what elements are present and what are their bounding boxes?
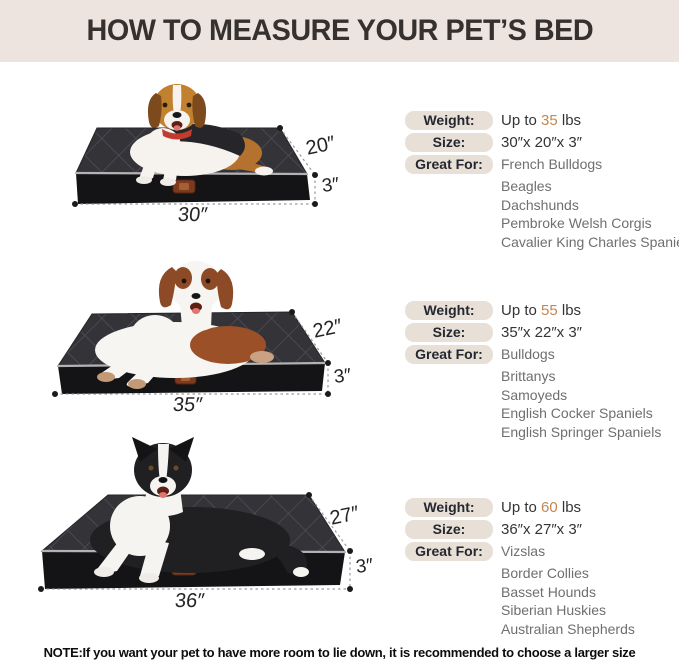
- width-dimension-label: 35″: [171, 394, 204, 416]
- breed-item: French Bulldogs: [501, 156, 603, 173]
- breed-item: Pembroke Welsh Corgis: [501, 215, 652, 232]
- bed-illustration-large: [38, 437, 353, 592]
- width-dimension-label: 30″: [176, 204, 209, 226]
- great-for-label-pill: Great For:: [405, 345, 493, 364]
- dimension-dots: [72, 125, 318, 207]
- dimension-dots: [52, 309, 331, 397]
- size-label-pill: Size:: [405, 133, 493, 152]
- breed-item: Vizslas: [501, 543, 546, 560]
- weight-row: Weight: Up to 55 lbs: [405, 301, 677, 320]
- header-band: HOW TO MEASURE YOUR PET’S BED: [0, 0, 679, 62]
- breed-item: Dachshunds: [501, 196, 579, 213]
- height-dimension-label: 3″: [354, 555, 375, 578]
- beagle-dog-illustration: [130, 84, 273, 186]
- breed-item: Beagles: [501, 178, 552, 194]
- great-for-row: Great For: Bulldogs: [405, 345, 677, 364]
- breed-item: Basset Hounds: [501, 583, 596, 600]
- weight-value: Up to 55 lbs: [501, 301, 582, 319]
- breed-item: Cavalier King Charles Spaniels: [501, 234, 679, 251]
- weight-row: Weight: Up to 60 lbs: [405, 498, 677, 517]
- size-value: 30″x 20″x 3″: [501, 133, 582, 151]
- breed-item: Bulldogs: [501, 346, 555, 363]
- breed-item: Border Collies: [501, 565, 589, 581]
- border-collie-dog-illustration: [90, 437, 309, 583]
- brittany-dog-illustration: [95, 261, 274, 389]
- breed-item: Siberian Huskies: [501, 602, 607, 619]
- spec-block-large: Weight: Up to 60 lbs Size: 36″x 27″x 3″ …: [405, 498, 677, 639]
- size-label-pill: Size:: [405, 520, 493, 539]
- size-value: 35″x 22″x 3″: [501, 323, 582, 341]
- weight-label-pill: Weight:: [405, 498, 493, 517]
- spec-block-small: Weight: Up to 35 lbs Size: 30″x 20″x 3″ …: [405, 111, 679, 252]
- breed-item: English Springer Spaniels: [501, 424, 662, 441]
- weight-row: Weight: Up to 35 lbs: [405, 111, 677, 130]
- weight-value: Up to 60 lbs: [501, 498, 582, 516]
- breed-item: English Cocker Spaniels: [501, 405, 653, 422]
- page-title: HOW TO MEASURE YOUR PET’S BED: [86, 14, 593, 47]
- width-dimension-label: 36″: [173, 590, 206, 612]
- breed-list: Beagles Dachshunds Pembroke Welsh Corgis…: [501, 177, 679, 252]
- size-label-pill: Size:: [405, 323, 493, 342]
- bed-illustration-medium: [52, 261, 331, 397]
- breed-item: Samoyeds: [501, 386, 568, 403]
- size-row: Size: 35″x 22″x 3″: [405, 323, 677, 342]
- footer-note: NOTE:If you want your pet to have more r…: [43, 645, 636, 660]
- bed-graphic-medium: 22″ 3″ 35″: [0, 250, 385, 416]
- size-value: 36″x 27″x 3″: [501, 520, 582, 538]
- breed-list: Brittanys Samoyeds English Cocker Spanie…: [501, 367, 677, 442]
- dimension-lines: [41, 494, 351, 590]
- weight-label-pill: Weight:: [405, 111, 493, 130]
- size-row: Size: 36″x 27″x 3″: [405, 520, 677, 539]
- dimension-lines: [75, 127, 316, 205]
- dimension-lines: [55, 311, 329, 395]
- weight-value: Up to 35 lbs: [501, 111, 582, 129]
- weight-label-pill: Weight:: [405, 301, 493, 320]
- breed-item: Australian Shepherds: [501, 621, 635, 638]
- height-dimension-label: 3″: [332, 365, 353, 388]
- great-for-label-pill: Great For:: [405, 155, 493, 174]
- dimension-dots: [38, 492, 353, 592]
- bed-graphic-small: 20″ 3″ 30″: [0, 70, 385, 226]
- height-dimension-label: 3″: [320, 174, 341, 197]
- spec-block-medium: Weight: Up to 55 lbs Size: 35″x 22″x 3″ …: [405, 301, 677, 442]
- breed-item: Brittanys: [501, 368, 556, 384]
- great-for-row: Great For: French Bulldogs: [405, 155, 677, 174]
- great-for-label-pill: Great For:: [405, 542, 493, 561]
- breed-list: Border Collies Basset Hounds Siberian Hu…: [501, 564, 677, 639]
- size-row: Size: 30″x 20″x 3″: [405, 133, 677, 152]
- bed-illustration-small: [72, 84, 318, 207]
- great-for-row: Great For: Vizslas: [405, 542, 677, 561]
- bed-graphic-large: 27″ 3″ 36″: [0, 428, 385, 612]
